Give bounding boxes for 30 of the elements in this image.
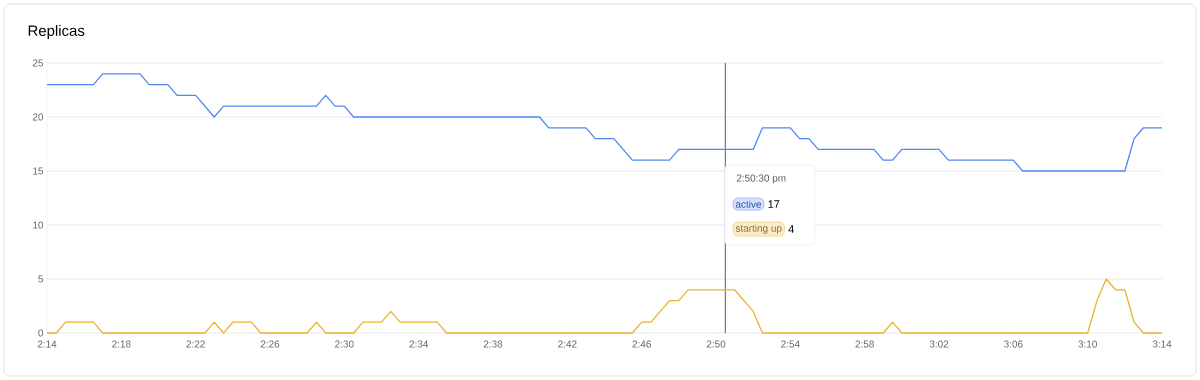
x-tick-label: 2:18 <box>112 340 131 348</box>
x-tick-label: 2:42 <box>558 340 577 348</box>
legend-label: active <box>735 200 762 208</box>
x-tick-label: 3:06 <box>1004 340 1023 348</box>
x-tick-label: 2:22 <box>186 340 205 348</box>
x-tick-label: 2:58 <box>855 340 874 348</box>
x-tick-label: 3:10 <box>1078 340 1097 348</box>
x-tick-label: 2:30 <box>335 340 354 348</box>
annotation: 4 <box>788 225 794 233</box>
annotation: 17 <box>768 200 780 208</box>
x-tick-label: 3:02 <box>929 340 949 348</box>
x-tick-label: 2:14 <box>37 340 57 348</box>
y-tick-label: 5 <box>38 275 44 283</box>
annotation: 2:50:30 pm <box>736 174 786 184</box>
chart-title: Replicas <box>28 25 85 39</box>
y-tick-label: 15 <box>33 167 44 175</box>
x-tick-label: 2:38 <box>483 340 503 348</box>
x-tick-label: 3:14 <box>1152 340 1172 348</box>
y-tick-label: 20 <box>32 113 44 121</box>
line-series <box>46 73 1163 172</box>
legend-label: starting up <box>735 224 782 234</box>
y-tick-label: 25 <box>32 59 44 67</box>
x-tick-label: 2:50 <box>706 340 726 348</box>
y-tick-label: 0 <box>38 329 44 337</box>
x-tick-label: 2:54 <box>781 340 800 348</box>
y-tick-label: 10 <box>33 221 44 229</box>
line-series <box>46 278 1163 334</box>
x-tick-label: 2:34 <box>409 340 429 348</box>
x-tick-label: 2:26 <box>260 340 280 348</box>
x-tick-label: 2:46 <box>632 340 651 348</box>
